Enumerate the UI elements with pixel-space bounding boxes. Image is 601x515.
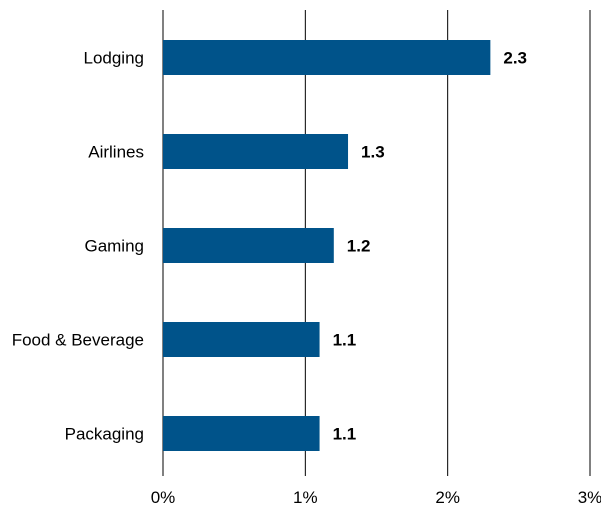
category-label: Gaming [84, 237, 144, 256]
bar-food-beverage [163, 322, 320, 357]
bar-value-label: 1.1 [333, 331, 357, 350]
bar-value-label: 1.3 [361, 143, 385, 162]
x-tick-label: 1% [293, 488, 318, 507]
bar-value-label: 1.2 [347, 237, 371, 256]
bar-airlines [163, 134, 349, 169]
x-tick-label: 3% [578, 488, 601, 507]
x-tick-label: 2% [435, 488, 460, 507]
bar-packaging [163, 416, 320, 451]
x-tick-labels: 0% 1% 2% 3% [151, 488, 601, 507]
category-label: Food & Beverage [12, 331, 144, 350]
value-labels: 2.3 1.3 1.2 1.1 1.1 [333, 49, 527, 444]
bar-gaming [163, 228, 334, 263]
bar-value-label: 1.1 [333, 425, 357, 444]
x-tick-label: 0% [151, 488, 176, 507]
category-labels: Lodging Airlines Gaming Food & Beverage Pack… [12, 49, 144, 444]
bars [163, 40, 491, 451]
bar-lodging [163, 40, 491, 75]
bar-value-label: 2.3 [503, 49, 527, 68]
category-label: Airlines [88, 143, 144, 162]
category-label: Lodging [83, 49, 144, 68]
category-label: Packaging [65, 425, 144, 444]
